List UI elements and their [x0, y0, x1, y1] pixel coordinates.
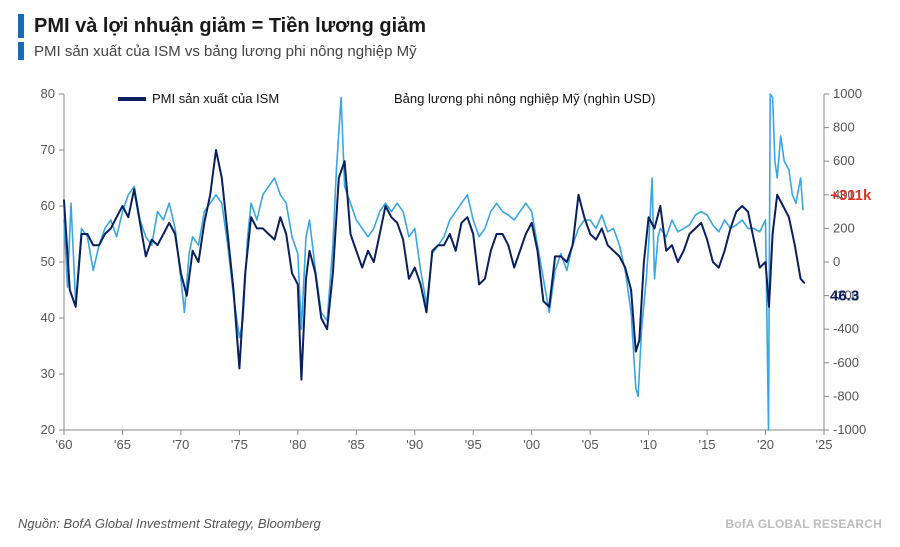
svg-text:50: 50 — [41, 254, 55, 269]
svg-text:'15: '15 — [699, 437, 716, 452]
svg-text:-1000: -1000 — [833, 422, 866, 437]
svg-text:'80: '80 — [289, 437, 306, 452]
svg-text:0: 0 — [833, 254, 840, 269]
svg-text:'70: '70 — [172, 437, 189, 452]
brand-label: BofA GLOBAL RESEARCH — [725, 517, 882, 531]
svg-text:30: 30 — [41, 366, 55, 381]
footer: Nguồn: BofA Global Investment Strategy, … — [18, 516, 882, 531]
page-title: PMI và lợi nhuận giảm = Tiền lương giảm — [34, 15, 426, 38]
svg-text:PMI sản xuất của ISM: PMI sản xuất của ISM — [152, 91, 279, 106]
svg-text:'65: '65 — [114, 437, 131, 452]
header: PMI và lợi nhuận giảm = Tiền lương giảm … — [0, 0, 900, 64]
svg-text:-600: -600 — [833, 355, 859, 370]
subtitle-row: PMI sản xuất của ISM vs bảng lương phi n… — [18, 42, 882, 60]
svg-text:'25: '25 — [816, 437, 833, 452]
svg-text:-800: -800 — [833, 388, 859, 403]
svg-text:-400: -400 — [833, 321, 859, 336]
page-subtitle: PMI sản xuất của ISM vs bảng lương phi n… — [34, 43, 417, 60]
line-chart: 20304050607080-1000-800-600-400-20002004… — [18, 86, 882, 466]
svg-text:'75: '75 — [231, 437, 248, 452]
svg-text:'05: '05 — [582, 437, 599, 452]
title-row: PMI và lợi nhuận giảm = Tiền lương giảm — [18, 14, 882, 38]
svg-text:'95: '95 — [465, 437, 482, 452]
svg-text:'90: '90 — [406, 437, 423, 452]
accent-bar-icon — [18, 14, 24, 38]
accent-bar-icon — [18, 42, 24, 60]
svg-text:46.3: 46.3 — [830, 288, 859, 305]
svg-text:1000: 1000 — [833, 86, 862, 101]
svg-text:'00: '00 — [523, 437, 540, 452]
chart-area: 20304050607080-1000-800-600-400-20002004… — [18, 86, 882, 466]
svg-text:80: 80 — [41, 86, 55, 101]
svg-text:'60: '60 — [56, 437, 73, 452]
svg-text:'85: '85 — [348, 437, 365, 452]
svg-text:'10: '10 — [640, 437, 657, 452]
svg-text:800: 800 — [833, 120, 855, 135]
source-label: Nguồn: BofA Global Investment Strategy, … — [18, 516, 321, 531]
svg-text:60: 60 — [41, 198, 55, 213]
svg-text:+311k: +311k — [830, 187, 872, 204]
svg-text:600: 600 — [833, 153, 855, 168]
svg-text:20: 20 — [41, 422, 55, 437]
svg-text:'20: '20 — [757, 437, 774, 452]
svg-text:Bảng lương phi nông nghiệp Mỹ: Bảng lương phi nông nghiệp Mỹ (nghìn USD… — [394, 91, 656, 106]
svg-text:40: 40 — [41, 310, 55, 325]
svg-text:70: 70 — [41, 142, 55, 157]
svg-text:200: 200 — [833, 220, 855, 235]
